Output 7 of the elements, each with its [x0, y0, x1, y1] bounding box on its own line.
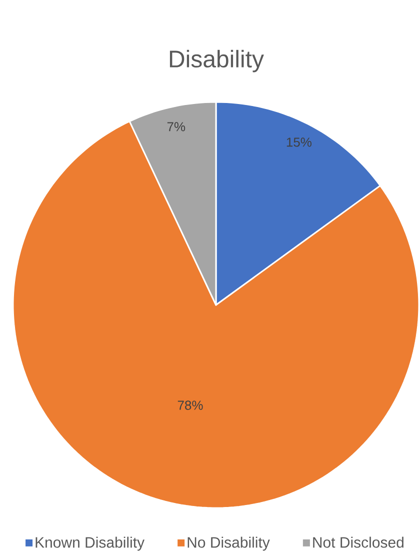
legend-label: Not Disclosed — [313, 536, 404, 548]
data-label: 7% — [167, 122, 186, 132]
data-label: 78% — [178, 400, 203, 410]
chart-title: Disability — [170, 50, 264, 72]
data-label: 15% — [286, 138, 312, 147]
legend-label: Known Disability — [36, 536, 145, 551]
legend-label: No Disability — [188, 536, 270, 551]
